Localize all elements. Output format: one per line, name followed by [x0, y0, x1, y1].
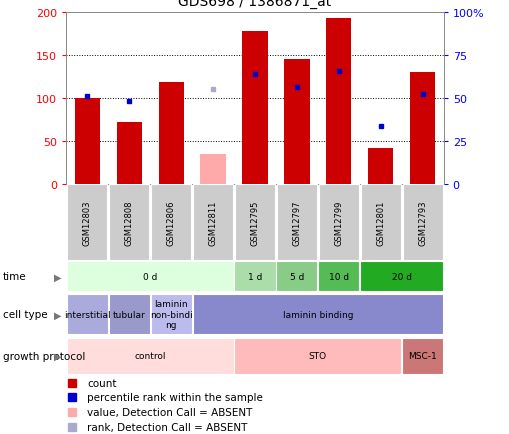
Bar [151, 184, 191, 260]
Text: tubular: tubular [112, 310, 145, 319]
Bar [276, 184, 317, 260]
Bar [402, 338, 442, 374]
Bar [67, 338, 233, 374]
Text: 5 d: 5 d [289, 272, 303, 281]
Text: cell type: cell type [3, 310, 47, 319]
Text: GSM12806: GSM12806 [166, 200, 175, 245]
Text: interstitial: interstitial [64, 310, 110, 319]
Bar [117, 123, 142, 184]
Bar [108, 295, 150, 335]
Text: 10 d: 10 d [328, 272, 348, 281]
Bar [67, 295, 107, 335]
Bar [359, 262, 442, 292]
Text: value, Detection Call = ABSENT: value, Detection Call = ABSENT [87, 407, 252, 417]
Bar [318, 184, 358, 260]
Text: ▶: ▶ [53, 351, 61, 361]
Text: ▶: ▶ [53, 310, 61, 319]
Text: GSM12811: GSM12811 [208, 200, 217, 245]
Text: growth protocol: growth protocol [3, 351, 85, 361]
Title: GDS698 / 1386871_at: GDS698 / 1386871_at [178, 0, 331, 9]
Bar [409, 73, 435, 184]
Text: laminin
non-bindi
ng: laminin non-bindi ng [150, 300, 192, 329]
Bar [318, 262, 359, 292]
Text: GSM12808: GSM12808 [125, 200, 133, 245]
Text: percentile rank within the sample: percentile rank within the sample [87, 392, 263, 402]
Text: GSM12797: GSM12797 [292, 200, 301, 245]
Text: GSM12793: GSM12793 [417, 200, 427, 245]
Text: GSM12795: GSM12795 [250, 200, 259, 245]
Bar [74, 99, 100, 184]
Bar [326, 19, 351, 184]
Bar [192, 295, 442, 335]
Bar [158, 82, 183, 184]
Bar [67, 184, 107, 260]
Text: MSC-1: MSC-1 [408, 352, 436, 360]
Text: GSM12801: GSM12801 [376, 200, 384, 245]
Text: GSM12799: GSM12799 [334, 200, 343, 245]
Text: control: control [134, 352, 165, 360]
Bar [367, 148, 392, 184]
Bar [276, 262, 317, 292]
Text: 20 d: 20 d [391, 272, 411, 281]
Text: GSM12803: GSM12803 [82, 200, 92, 245]
Bar [67, 262, 233, 292]
Text: 1 d: 1 d [247, 272, 262, 281]
Bar [234, 262, 275, 292]
Bar [192, 184, 233, 260]
Text: laminin binding: laminin binding [282, 310, 352, 319]
Text: ▶: ▶ [53, 272, 61, 282]
Text: rank, Detection Call = ABSENT: rank, Detection Call = ABSENT [87, 422, 247, 432]
Bar [402, 184, 442, 260]
Text: STO: STO [308, 352, 326, 360]
Bar [200, 155, 225, 184]
Text: time: time [3, 272, 26, 282]
Bar [284, 60, 309, 184]
Bar [360, 184, 400, 260]
Bar [234, 338, 401, 374]
Bar [150, 295, 191, 335]
Text: 0 d: 0 d [143, 272, 157, 281]
Bar [235, 184, 274, 260]
Text: count: count [87, 378, 117, 388]
Bar [242, 32, 267, 184]
Bar [109, 184, 149, 260]
